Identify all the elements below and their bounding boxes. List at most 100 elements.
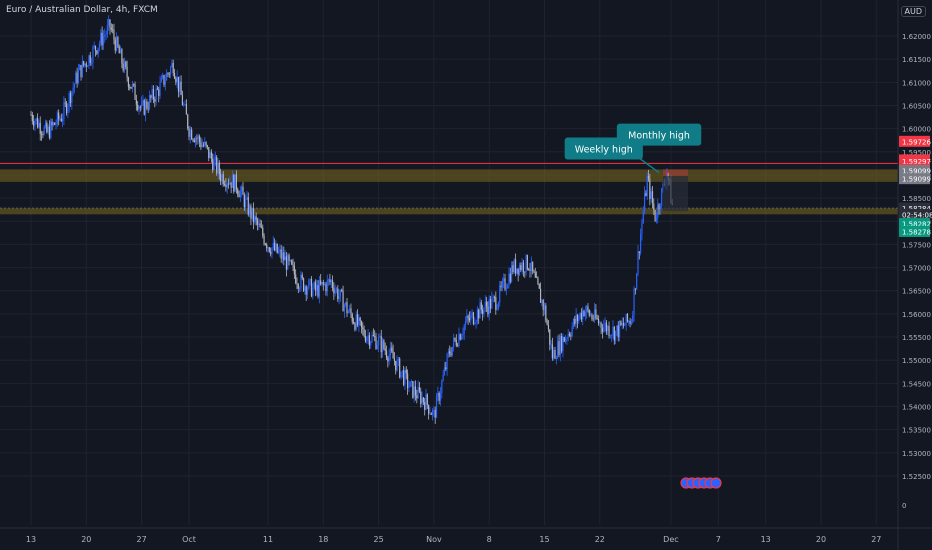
candle-body [349,308,351,312]
candle-body [97,47,99,54]
candle-body [193,139,195,142]
candle-body [363,329,365,336]
candle-body [146,101,148,109]
candle-body [385,350,388,358]
price-badge-text: 1.58278 [902,228,931,236]
candle-body [422,397,424,403]
candle-body [355,314,357,330]
candle-body [143,100,145,115]
candle-body [622,323,625,326]
candle-body [46,122,48,133]
candle-body [242,186,244,195]
candle-body [392,351,394,359]
candle-body [642,211,644,223]
candle-body [637,251,639,274]
candle-body [559,336,561,355]
candle-body [233,175,235,192]
candle-body [604,322,606,327]
candle-body [596,318,598,320]
candle-body [462,333,464,336]
y-tick-label: 1.53500 [902,427,931,435]
candle-body [318,280,320,297]
candle-body [591,314,593,319]
candle-body [84,63,86,66]
candle-body [521,262,523,270]
candle-body [646,175,648,196]
candle-body [139,106,141,108]
candle-body [144,101,147,115]
candle-body [567,333,569,339]
candle-body [273,242,276,251]
y-tick-label: 1.56500 [902,288,931,296]
annotation-text: Weekly high [575,144,633,155]
candle-body [164,80,166,85]
candle-body [583,310,585,316]
candle-body [119,49,122,54]
price-axis-bg [898,0,932,550]
candle-body [313,282,315,288]
candle-body [550,344,552,346]
candle-body [188,128,190,137]
candle-body [393,358,395,361]
candle-body [496,308,498,310]
candle-body [189,129,191,137]
candle-body [617,325,619,338]
support-zone [0,208,898,215]
candle-body [582,310,584,320]
candle-body [404,369,406,385]
price-badge-text: 1.59099 [902,176,931,184]
candle-body [424,402,426,410]
price-badge [899,218,930,230]
candle-body [55,124,57,125]
candle-body [205,141,207,146]
candle-body [212,158,214,171]
x-tick-label: 20 [816,535,826,544]
candle-body [388,354,390,362]
candle-body [568,333,571,336]
candle-body [62,118,64,122]
candle-body [238,193,240,198]
candle-body [308,279,310,289]
candle-body [525,255,527,272]
candle-body [437,392,439,397]
candle-body [511,265,513,282]
candle-body [118,46,120,54]
candle-body [50,121,52,138]
candle-body [608,325,610,337]
y-tick-label: 1.57000 [902,265,931,273]
candle-body [42,134,44,135]
candle-body [266,244,268,249]
y-tick-label: 1.52500 [902,473,931,481]
currency-label[interactable]: AUD [900,6,926,17]
candle-body [400,371,402,378]
candle-body [580,312,582,320]
candle-body [562,337,564,352]
candle-body [454,337,456,341]
candle-body [138,106,140,110]
candle-body [160,77,162,83]
candle-body [320,280,322,285]
candle-body [571,326,573,336]
candle-body [545,305,547,321]
candle-body [449,351,451,354]
candle-body [325,284,327,292]
y-tick-label: 1.54500 [902,380,931,388]
candle-body [600,322,602,328]
y-tick-label: 1.58500 [902,195,931,203]
candle-body [374,335,376,338]
resistance-zone [0,169,898,182]
price-badge-text: 1.59297 [902,158,931,166]
candle-body [412,381,414,398]
candle-body [584,311,586,316]
x-tick-label: 22 [595,535,605,544]
candle-body [517,268,519,275]
candle-body [333,287,335,294]
candle-body [611,335,613,336]
candle-body [210,152,212,159]
candle-body [457,345,459,347]
candle-body [359,317,361,321]
candle-body [317,285,319,297]
candle-body [291,260,293,265]
candle-body [125,61,127,67]
